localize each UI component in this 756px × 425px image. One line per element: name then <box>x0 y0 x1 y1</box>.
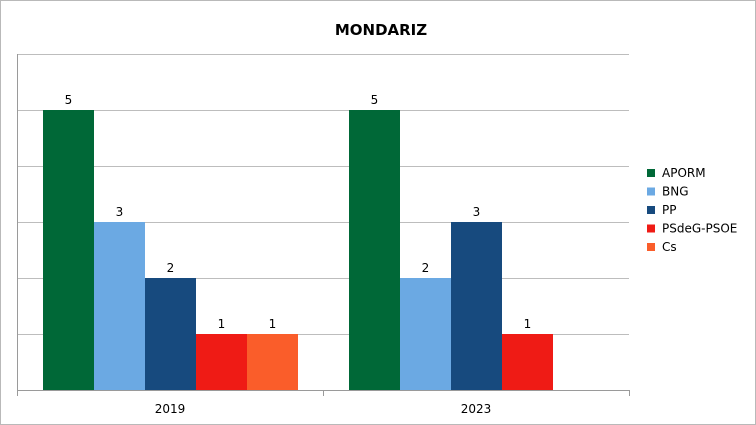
legend-label: PSdeG-PSOE <box>662 222 737 236</box>
legend-label: Cs <box>662 240 677 254</box>
legend-label: APORM <box>662 166 706 180</box>
bar <box>145 278 196 390</box>
x-tick-label: 2023 <box>461 402 492 416</box>
x-tick-label: 2019 <box>155 402 186 416</box>
legend-swatch <box>647 224 655 233</box>
data-label: 5 <box>371 93 379 107</box>
bar <box>349 110 400 390</box>
bar <box>502 334 553 390</box>
data-label: 3 <box>116 205 124 219</box>
bar <box>451 222 502 390</box>
bar <box>247 334 298 390</box>
bars <box>43 110 553 390</box>
bar <box>400 278 451 390</box>
axes <box>17 54 630 396</box>
bar <box>43 110 94 390</box>
legend-label: BNG <box>662 185 689 199</box>
chart-title: MONDARIZ <box>335 21 427 39</box>
legend-swatch <box>647 243 655 251</box>
legend-label: PP <box>662 203 676 217</box>
data-label: 1 <box>524 317 532 331</box>
data-label: 5 <box>65 93 73 107</box>
data-label: 2 <box>422 261 430 275</box>
legend: APORM BNG PP PSdeG-PSOE Cs <box>647 166 737 254</box>
legend-swatch <box>647 187 655 196</box>
bar <box>196 334 247 390</box>
bar <box>94 222 145 390</box>
legend-swatch <box>647 169 655 177</box>
data-label: 1 <box>269 317 277 331</box>
data-labels: 5 3 2 1 1 2019 5 2 3 1 2023 <box>65 93 532 416</box>
data-label: 3 <box>473 205 481 219</box>
legend-swatch <box>647 206 655 214</box>
data-label: 2 <box>167 261 175 275</box>
data-label: 1 <box>218 317 226 331</box>
